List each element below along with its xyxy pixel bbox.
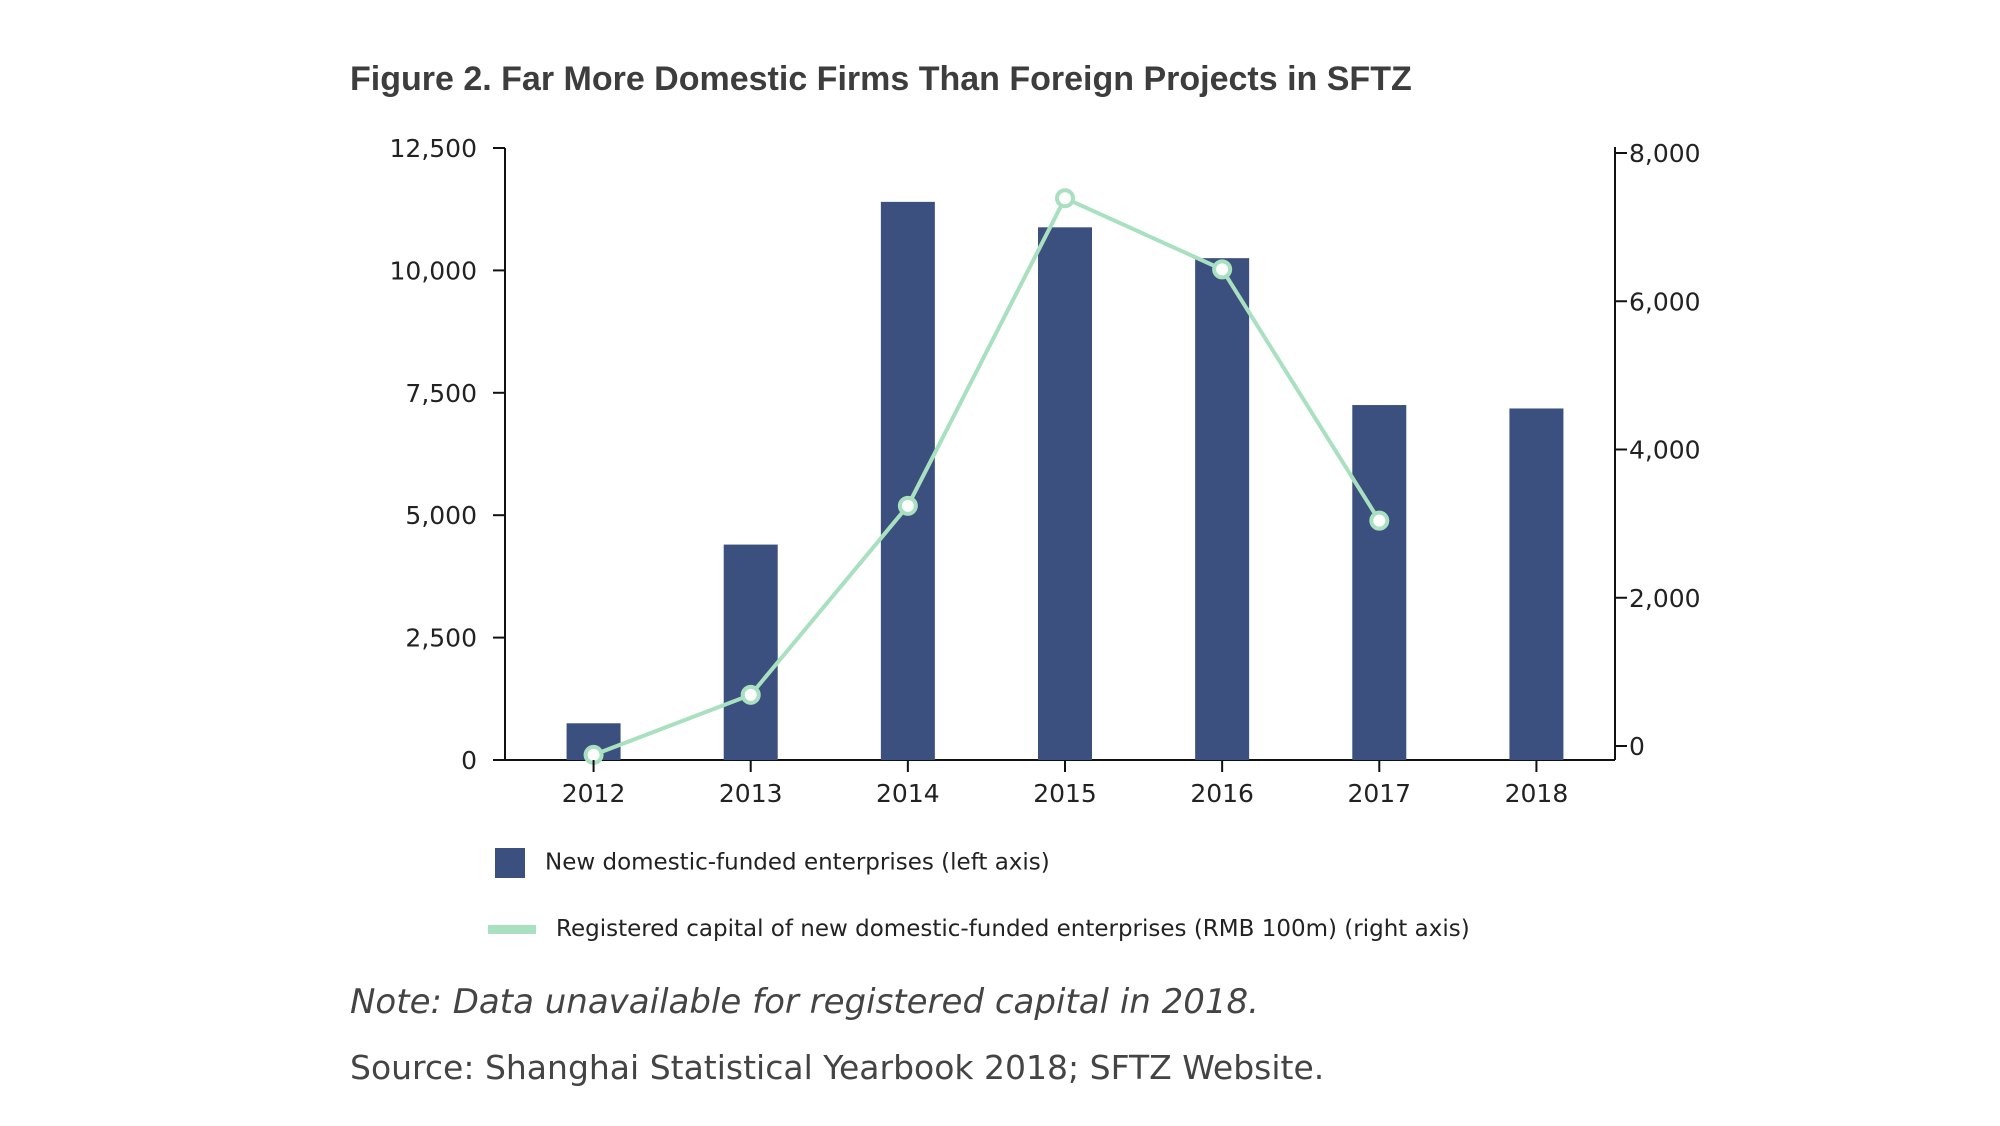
right-tick-label: 8,000 [1629, 139, 1701, 168]
right-tick-label: 2,000 [1629, 584, 1701, 613]
bar-2016 [1195, 258, 1250, 760]
left-tick-label: 12,500 [390, 134, 477, 163]
x-tick-label: 2015 [1033, 779, 1097, 808]
legend-item-bars: New domestic-funded enterprises (left ax… [495, 848, 1050, 878]
right-tick-label: 4,000 [1629, 436, 1701, 465]
line-point-2013 [740, 684, 761, 705]
line-point-2014 [897, 495, 918, 516]
x-tick-label: 2016 [1190, 779, 1254, 808]
legend-line-label: Registered capital of new domestic-funde… [556, 916, 1470, 942]
line-point-2017 [1369, 510, 1390, 531]
bar-2015 [1038, 227, 1092, 761]
legend-bar-label: New domestic-funded enterprises (left ax… [545, 849, 1050, 876]
left-tick-label: 2,500 [405, 624, 477, 653]
x-tick-label: 2018 [1505, 779, 1569, 808]
bar-2014 [880, 201, 935, 760]
line-point-2016 [1212, 259, 1233, 280]
line-point-2015 [1055, 188, 1075, 209]
chart-title: Figure 2. Far More Domestic Firms Than F… [350, 60, 1412, 98]
right-tick-label: 0 [1629, 732, 1645, 761]
line-group [583, 188, 1390, 765]
left-tick-label: 7,500 [405, 379, 477, 408]
line-series-path [592, 195, 1381, 757]
bars-group [566, 201, 1564, 761]
legend-bar-swatch [495, 848, 525, 878]
right-tick-label: 6,000 [1629, 287, 1701, 316]
x-tick-label: 2013 [719, 779, 783, 808]
x-tick-label: 2017 [1347, 779, 1411, 808]
left-tick-label: 10,000 [390, 256, 477, 285]
left-tick-label: 5,000 [405, 501, 477, 530]
legend-item-line: Registered capital of new domestic-funde… [488, 916, 1470, 942]
x-tick-label: 2014 [876, 779, 940, 808]
left-tick-label: 0 [461, 746, 477, 775]
ticks-group: 0 2,500 5,000 7,500 10,000 12,500 0 2,000 4,000 6… [390, 134, 1701, 808]
legend-line-swatch [488, 925, 536, 934]
x-tick-label: 2012 [562, 779, 626, 808]
bar-2013 [723, 544, 778, 760]
bar-2017 [1352, 405, 1407, 760]
chart-note: Note: Data unavailable for registered ca… [350, 982, 1259, 1022]
chart-source: Source: Shanghai Statistical Yearbook 20… [350, 1048, 1325, 1087]
bar-2018 [1509, 408, 1564, 760]
